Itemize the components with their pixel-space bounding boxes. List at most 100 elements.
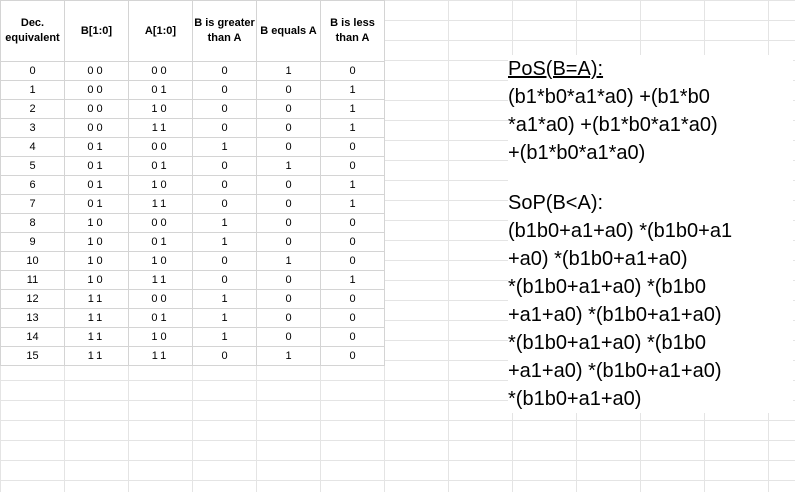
a-cell[interactable]: 01 <box>128 308 193 328</box>
dec-cell[interactable]: 13 <box>0 308 65 328</box>
a-cell[interactable]: 11 <box>128 270 193 290</box>
gt-cell[interactable]: 0 <box>192 80 257 100</box>
lt-cell[interactable]: 1 <box>320 270 385 290</box>
lt-cell[interactable]: 0 <box>320 137 385 157</box>
eq-cell[interactable]: 0 <box>256 327 321 347</box>
a-cell[interactable]: 01 <box>128 80 193 100</box>
gt-cell[interactable]: 1 <box>192 213 257 233</box>
dec-cell[interactable]: 4 <box>0 137 65 157</box>
b-cell[interactable]: 10 <box>64 270 129 290</box>
dec-cell[interactable]: 15 <box>0 346 65 366</box>
dec-cell[interactable]: 5 <box>0 156 65 176</box>
eq-cell[interactable]: 1 <box>256 346 321 366</box>
eq-cell[interactable]: 0 <box>256 289 321 309</box>
header-dec[interactable]: Dec. equivalent <box>0 0 65 62</box>
lt-cell[interactable]: 0 <box>320 232 385 252</box>
a-cell[interactable]: 11 <box>128 346 193 366</box>
eq-cell[interactable]: 0 <box>256 137 321 157</box>
lt-cell[interactable]: 0 <box>320 156 385 176</box>
dec-cell[interactable]: 11 <box>0 270 65 290</box>
lt-cell[interactable]: 1 <box>320 194 385 214</box>
gt-cell[interactable]: 0 <box>192 118 257 138</box>
eq-cell[interactable]: 1 <box>256 156 321 176</box>
a-cell[interactable]: 00 <box>128 137 193 157</box>
b-cell[interactable]: 10 <box>64 232 129 252</box>
lt-cell[interactable]: 0 <box>320 289 385 309</box>
b-cell[interactable]: 00 <box>64 99 129 119</box>
gt-cell[interactable]: 0 <box>192 251 257 271</box>
gt-cell[interactable]: 1 <box>192 289 257 309</box>
lt-cell[interactable]: 0 <box>320 251 385 271</box>
dec-cell[interactable]: 1 <box>0 80 65 100</box>
b-cell[interactable]: 01 <box>64 156 129 176</box>
eq-cell[interactable]: 0 <box>256 213 321 233</box>
b-cell[interactable]: 01 <box>64 194 129 214</box>
b-cell[interactable]: 01 <box>64 175 129 195</box>
b-cell[interactable]: 00 <box>64 80 129 100</box>
a-cell[interactable]: 01 <box>128 156 193 176</box>
header-b-greater[interactable]: B is greater than A <box>192 0 257 62</box>
lt-cell[interactable]: 0 <box>320 213 385 233</box>
dec-cell[interactable]: 2 <box>0 99 65 119</box>
a-cell[interactable]: 00 <box>128 289 193 309</box>
b-cell[interactable]: 11 <box>64 308 129 328</box>
lt-cell[interactable]: 0 <box>320 61 385 81</box>
a-cell[interactable]: 10 <box>128 99 193 119</box>
gt-cell[interactable]: 0 <box>192 270 257 290</box>
eq-cell[interactable]: 1 <box>256 251 321 271</box>
b-cell[interactable]: 11 <box>64 289 129 309</box>
gt-cell[interactable]: 0 <box>192 61 257 81</box>
gt-cell[interactable]: 1 <box>192 232 257 252</box>
lt-cell[interactable]: 1 <box>320 175 385 195</box>
header-a[interactable]: A[1:0] <box>128 0 193 62</box>
gt-cell[interactable]: 1 <box>192 137 257 157</box>
eq-cell[interactable]: 0 <box>256 80 321 100</box>
dec-cell[interactable]: 9 <box>0 232 65 252</box>
dec-cell[interactable]: 8 <box>0 213 65 233</box>
a-cell[interactable]: 11 <box>128 118 193 138</box>
eq-cell[interactable]: 0 <box>256 270 321 290</box>
header-b-equals[interactable]: B equals A <box>256 0 321 62</box>
gt-cell[interactable]: 1 <box>192 308 257 328</box>
b-cell[interactable]: 01 <box>64 137 129 157</box>
dec-cell[interactable]: 14 <box>0 327 65 347</box>
a-cell[interactable]: 00 <box>128 61 193 81</box>
eq-cell[interactable]: 1 <box>256 61 321 81</box>
lt-cell[interactable]: 0 <box>320 308 385 328</box>
a-cell[interactable]: 00 <box>128 213 193 233</box>
gt-cell[interactable]: 0 <box>192 156 257 176</box>
eq-cell[interactable]: 0 <box>256 308 321 328</box>
gt-cell[interactable]: 0 <box>192 346 257 366</box>
a-cell[interactable]: 10 <box>128 327 193 347</box>
header-b-less[interactable]: B is less than A <box>320 0 385 62</box>
lt-cell[interactable]: 1 <box>320 99 385 119</box>
b-cell[interactable]: 00 <box>64 61 129 81</box>
dec-cell[interactable]: 6 <box>0 175 65 195</box>
b-cell[interactable]: 11 <box>64 346 129 366</box>
a-cell[interactable]: 01 <box>128 232 193 252</box>
lt-cell[interactable]: 1 <box>320 118 385 138</box>
b-cell[interactable]: 10 <box>64 251 129 271</box>
b-cell[interactable]: 10 <box>64 213 129 233</box>
gt-cell[interactable]: 0 <box>192 194 257 214</box>
lt-cell[interactable]: 1 <box>320 80 385 100</box>
dec-cell[interactable]: 7 <box>0 194 65 214</box>
eq-cell[interactable]: 0 <box>256 99 321 119</box>
eq-cell[interactable]: 0 <box>256 232 321 252</box>
a-cell[interactable]: 11 <box>128 194 193 214</box>
eq-cell[interactable]: 0 <box>256 194 321 214</box>
lt-cell[interactable]: 0 <box>320 327 385 347</box>
dec-cell[interactable]: 12 <box>0 289 65 309</box>
gt-cell[interactable]: 0 <box>192 175 257 195</box>
a-cell[interactable]: 10 <box>128 251 193 271</box>
lt-cell[interactable]: 0 <box>320 346 385 366</box>
a-cell[interactable]: 10 <box>128 175 193 195</box>
b-cell[interactable]: 11 <box>64 327 129 347</box>
b-cell[interactable]: 00 <box>64 118 129 138</box>
dec-cell[interactable]: 10 <box>0 251 65 271</box>
dec-cell[interactable]: 0 <box>0 61 65 81</box>
gt-cell[interactable]: 1 <box>192 327 257 347</box>
dec-cell[interactable]: 3 <box>0 118 65 138</box>
header-b[interactable]: B[1:0] <box>64 0 129 62</box>
eq-cell[interactable]: 0 <box>256 118 321 138</box>
